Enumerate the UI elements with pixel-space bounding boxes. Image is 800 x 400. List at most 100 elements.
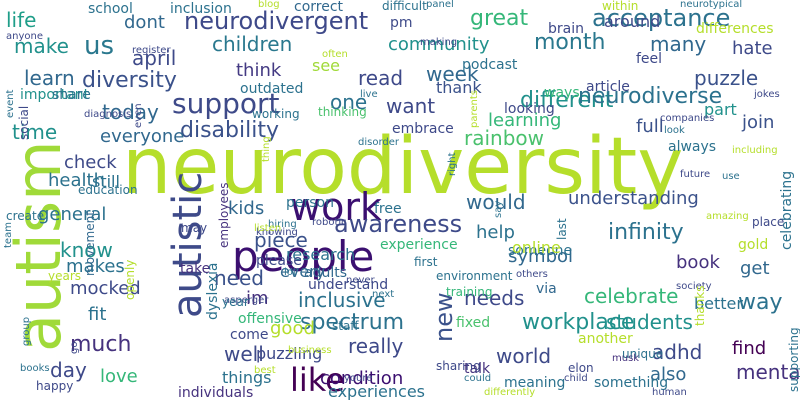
- word-best: best: [254, 365, 276, 376]
- word-thank: thank: [436, 78, 482, 97]
- word-via: via: [536, 281, 557, 297]
- word-team: team: [3, 222, 14, 248]
- word-say: say: [493, 200, 504, 218]
- word-often: often: [322, 49, 348, 60]
- word-us: us: [84, 31, 115, 61]
- word-join: join: [742, 112, 775, 133]
- word-life: life: [6, 8, 37, 32]
- word-make: make: [14, 34, 69, 58]
- word-feel: feel: [636, 51, 663, 67]
- word-hate: hate: [732, 38, 773, 59]
- word-workplace: workplace: [522, 310, 635, 335]
- word-robotic: robotic: [312, 217, 347, 228]
- word-working: working: [252, 107, 300, 121]
- word-adhd: adhd: [652, 340, 703, 364]
- word-like: like: [290, 361, 345, 399]
- word-share: share: [52, 87, 91, 103]
- word-brain: brain: [548, 21, 584, 37]
- word-want: want: [386, 94, 436, 118]
- word-podcast: podcast: [462, 57, 518, 73]
- word-next: next: [372, 289, 395, 300]
- word-years: years: [48, 269, 82, 283]
- word-person: person: [286, 195, 334, 211]
- word-see: see: [312, 56, 341, 75]
- word-companies: companies: [660, 113, 715, 124]
- word-day: day: [50, 358, 87, 382]
- word-youre: youre: [344, 373, 373, 384]
- word-pm: pm: [390, 15, 413, 31]
- word-parents: parents: [469, 90, 480, 128]
- word-celebrate: celebrate: [584, 284, 679, 308]
- word-full: full: [636, 116, 664, 137]
- word-everyone: everyone: [100, 126, 185, 147]
- word-offensive: offensive: [238, 311, 302, 327]
- word-community: community: [388, 34, 490, 55]
- word-acceptance: acceptance: [592, 4, 731, 32]
- word-child: child: [564, 373, 588, 384]
- word-people: people: [232, 232, 375, 281]
- word-supporting: supporting: [787, 327, 800, 392]
- word-books: books: [20, 363, 50, 374]
- word-week: week: [426, 62, 479, 86]
- word-take: take: [180, 261, 211, 277]
- word-understanding: understanding: [568, 188, 699, 209]
- word-makes: makes: [66, 256, 125, 277]
- word-please: please: [256, 253, 302, 269]
- word-last: last: [555, 218, 569, 240]
- word-piece: piece: [254, 228, 308, 252]
- word-outdated: outdated: [240, 81, 304, 97]
- word-health: health: [48, 170, 105, 191]
- word-embrace: embrace: [392, 121, 454, 137]
- word-sharing: sharing: [436, 359, 481, 373]
- word-also: also: [650, 364, 687, 385]
- word-fixed: fixed: [456, 315, 491, 331]
- word-neurotypical: neurotypical: [680, 0, 743, 10]
- word-experience: experience: [380, 237, 458, 253]
- word-research: research: [286, 245, 356, 264]
- word-look: look: [664, 125, 685, 136]
- word-school: school: [88, 1, 133, 17]
- word-human: human: [652, 387, 687, 398]
- word-knowing: knowing: [256, 227, 298, 238]
- word-others: others: [516, 269, 548, 280]
- word-within: within: [602, 0, 639, 13]
- word-staff: staff: [332, 319, 359, 333]
- word-awareness: awareness: [334, 210, 463, 238]
- word-live: live: [360, 89, 378, 100]
- word-fit: fit: [88, 304, 107, 325]
- word-around: around: [604, 12, 661, 31]
- word-work: work: [290, 185, 382, 229]
- word-come: come: [230, 327, 269, 343]
- word-things: things: [222, 368, 272, 387]
- word-amazing: amazing: [706, 211, 749, 222]
- word-happy: happy: [36, 379, 74, 393]
- word-much: much: [70, 332, 132, 357]
- word-neurodivergent: neurodivergent: [184, 7, 369, 35]
- word-unique: unique: [622, 347, 664, 361]
- word-even: even: [133, 103, 144, 128]
- word-ways: ways: [544, 85, 580, 101]
- word-spectrum: spectrum: [300, 310, 405, 335]
- word-puzzling: puzzling: [256, 344, 323, 363]
- word-learning: learning: [488, 110, 562, 131]
- word-mental: mental: [736, 360, 800, 384]
- word-talk: talk: [464, 361, 491, 377]
- word-rainbow: rainbow: [464, 126, 544, 150]
- word-would: would: [466, 190, 526, 214]
- word-really: really: [348, 334, 404, 358]
- word-blog: blog: [258, 0, 280, 10]
- word-part: part: [704, 100, 737, 119]
- word-year: year: [222, 295, 249, 309]
- word-new: new: [430, 292, 458, 342]
- word-differences: differences: [696, 21, 774, 37]
- word-may: may: [181, 221, 208, 235]
- word-future: future: [680, 169, 711, 180]
- word-need: need: [214, 266, 264, 290]
- word-one: one: [330, 90, 368, 114]
- word-students: students: [606, 310, 693, 334]
- word-celebrating: celebrating: [779, 170, 795, 250]
- word-time: time: [12, 120, 58, 144]
- word-disability: disability: [180, 118, 279, 143]
- word-could: could: [464, 373, 492, 384]
